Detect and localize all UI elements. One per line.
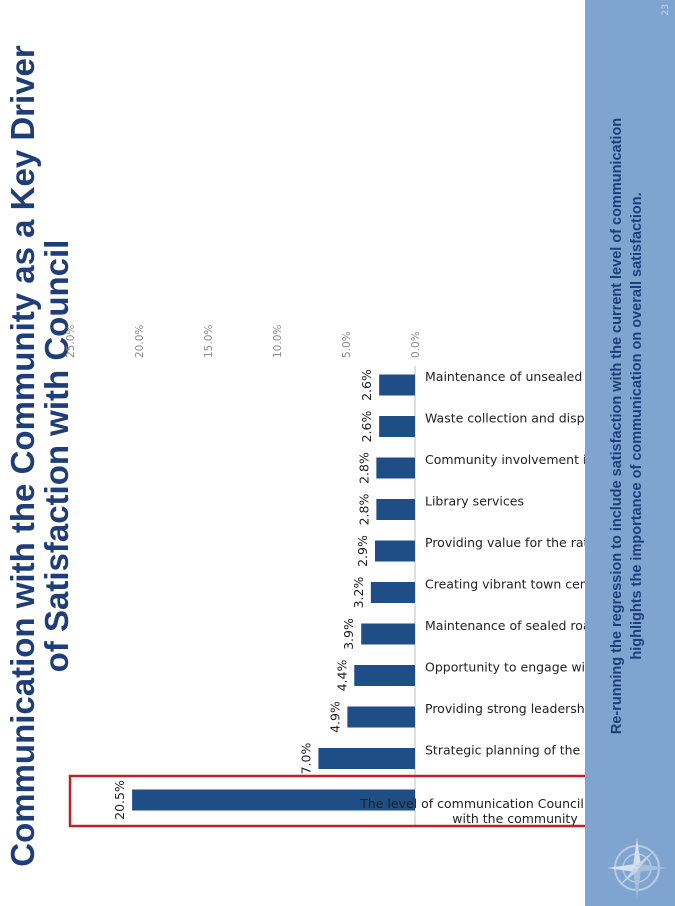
y-tick-label: 25.0% (65, 325, 77, 358)
bar (379, 416, 415, 437)
footer-band: Re-running the regression to include sat… (585, 0, 675, 906)
category-label-line: with the community (452, 811, 578, 826)
bar (318, 748, 415, 769)
value-label: 2.6% (359, 411, 374, 443)
category-label-line: Community involvement in Council's plann… (425, 452, 600, 467)
category-label-line: Maintenance of sealed roads (425, 618, 600, 633)
y-tick-label: 20.0% (134, 325, 146, 358)
bar (132, 789, 415, 811)
category-label: Creating vibrant town centres and public… (425, 577, 600, 592)
y-tick-label: 10.0% (272, 325, 284, 358)
category-label-line: Opportunity to engage with Council (425, 660, 600, 675)
category-label-line: Library services (425, 494, 524, 509)
bar (347, 706, 416, 728)
category-label-line: Strategic planning of the LGA (425, 743, 600, 758)
category-label: Maintenance of unsealed roads (425, 369, 600, 384)
category-label: The level of communication Council curre… (359, 796, 600, 826)
bar (379, 374, 415, 396)
category-label: Community involvement in Council's plann… (425, 452, 600, 467)
value-label: 4.4% (334, 660, 349, 692)
value-label: 2.8% (356, 494, 371, 526)
y-tick-label: 15.0% (203, 325, 215, 358)
value-label: 2.8% (356, 452, 371, 484)
y-tick-label: 0.0% (410, 331, 422, 358)
category-label: Library services (425, 494, 524, 509)
value-label: 2.9% (355, 535, 370, 567)
category-label-line: Waste collection and disposal (425, 411, 600, 426)
bar (370, 582, 415, 603)
bar (376, 457, 415, 479)
value-label: 2.6% (359, 369, 374, 401)
value-label: 7.0% (298, 743, 313, 775)
category-label-line: Providing strong leadership (425, 701, 596, 716)
category-label-line: Maintenance of unsealed roads (425, 369, 600, 384)
bar (354, 665, 415, 686)
bar (374, 540, 416, 562)
y-tick-label: 5.0% (341, 331, 353, 358)
category-label: Opportunity to engage with Council (425, 660, 600, 675)
category-label-line: Creating vibrant town centres and public… (425, 577, 600, 592)
category-label: Waste collection and disposal (425, 411, 600, 426)
footer-caption: Re-running the regression to include sat… (609, 117, 645, 735)
bar (376, 499, 415, 520)
value-label: 4.9% (327, 701, 342, 733)
page-number: 23 (661, 4, 671, 16)
bar-chart: 0.0% 5.0% 10.0% 15.0% 20.0% 25.0% 20.5% The lev… (65, 325, 600, 828)
category-label: Maintenance of sealed roads (425, 618, 600, 633)
bar (361, 623, 415, 645)
value-label: 20.5% (112, 780, 127, 820)
value-label: 3.2% (351, 577, 366, 609)
category-label-line: The level of communication Council curre… (359, 796, 600, 811)
category-label: Strategic planning of the LGA (425, 743, 600, 758)
compass-logo-icon (607, 838, 667, 898)
value-label: 3.9% (341, 618, 356, 650)
category-label: Providing strong leadership (425, 701, 596, 716)
category-label: Providing value for the ratepayers' doll… (425, 535, 600, 550)
category-label-line: Providing value for the ratepayers' doll… (425, 535, 600, 550)
